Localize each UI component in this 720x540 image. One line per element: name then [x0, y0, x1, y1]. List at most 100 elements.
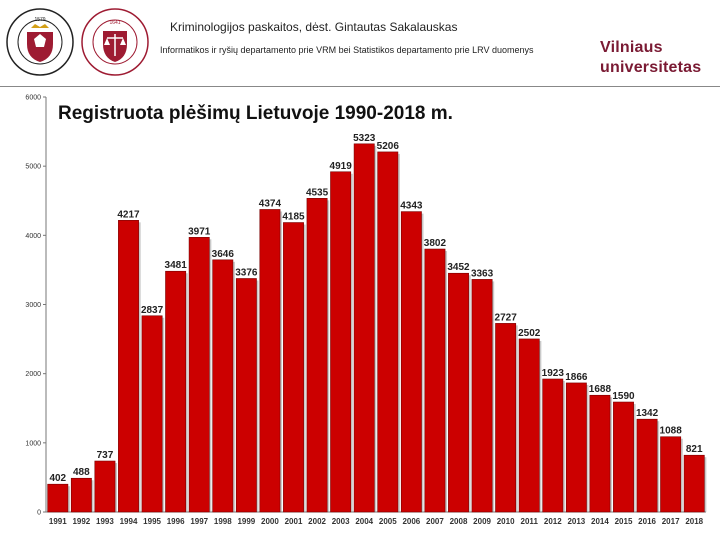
data-label-2005: 5206: [377, 141, 400, 152]
brand-wordmark: Vilniaus universitetas: [600, 38, 701, 78]
data-label-1992: 488: [73, 467, 90, 478]
bar-1991: [47, 483, 69, 513]
data-label-1994: 4217: [117, 209, 140, 220]
data-label-2010: 2727: [495, 312, 518, 323]
bar-1998: [212, 259, 234, 513]
law-faculty-seal-icon: 1641: [81, 8, 149, 76]
bar-1996: [165, 270, 187, 513]
x-tick-label-2013: 2013: [567, 517, 585, 526]
data-label-2012: 1923: [542, 368, 565, 379]
bar-2009: [471, 279, 493, 513]
bar-2011: [518, 338, 540, 513]
x-tick-label-1993: 1993: [96, 517, 114, 526]
x-tick-label-2017: 2017: [662, 517, 680, 526]
bar-2014: [589, 394, 611, 513]
right-seal-year: 1641: [109, 20, 120, 26]
bar-2013: [565, 382, 587, 513]
brand-line-2: universitetas: [600, 59, 702, 76]
left-seal-year: 1579: [34, 17, 45, 23]
data-label-2009: 3363: [471, 268, 494, 279]
x-tick-label-2012: 2012: [544, 517, 562, 526]
data-label-1999: 3376: [235, 267, 258, 278]
bar-2001: [283, 222, 304, 513]
bar-2007: [424, 248, 446, 513]
data-label-1993: 737: [97, 450, 114, 461]
bar-2004: [353, 143, 375, 513]
y-tick-label: 6000: [25, 95, 41, 102]
bar-2010: [495, 323, 517, 513]
data-label-2015: 1590: [612, 391, 635, 402]
vilnius-university-seal-icon: 1579: [6, 8, 74, 76]
data-label-1991: 402: [49, 473, 66, 484]
y-tick-label: 3000: [25, 302, 41, 309]
data-label-2006: 4343: [400, 201, 423, 212]
robbery-bar-chart: 0 1000 2000 3000 4000 5000 6000 402 1991 488 1992…: [25, 95, 707, 526]
x-tick-label-2009: 2009: [473, 517, 491, 526]
data-label-2011: 2502: [518, 328, 541, 339]
data-label-1998: 3646: [212, 249, 235, 260]
x-tick-label-2008: 2008: [450, 517, 468, 526]
x-tick-label-2000: 2000: [261, 517, 279, 526]
x-tick-label-1996: 1996: [167, 517, 185, 526]
x-tick-label-1998: 1998: [214, 517, 232, 526]
x-tick-label-1994: 1994: [120, 517, 138, 526]
x-tick-label-2014: 2014: [591, 517, 609, 526]
bar-1993: [94, 460, 116, 513]
bar-2015: [613, 401, 634, 513]
bar-2018: [683, 454, 705, 513]
y-tick-label: 0: [37, 510, 41, 517]
x-tick-label-1997: 1997: [190, 517, 208, 526]
data-label-2008: 3452: [447, 262, 470, 273]
y-tick-label: 4000: [25, 233, 41, 240]
bar-layer: [47, 143, 707, 513]
bar-1992: [70, 477, 92, 513]
x-tick-label-2010: 2010: [497, 517, 515, 526]
data-label-2007: 3802: [424, 238, 447, 249]
x-tick-label-2011: 2011: [521, 517, 539, 526]
chart-title: Registruota plėšimų Lietuvoje 1990-2018 …: [58, 103, 453, 124]
y-tick-label: 5000: [25, 164, 41, 171]
bar-2002: [306, 198, 328, 513]
x-tick-label-2002: 2002: [308, 517, 326, 526]
y-tick-label: 1000: [25, 440, 41, 447]
data-source-note: Informatikos ir ryšių departamento prie …: [160, 45, 534, 55]
data-label-2003: 4919: [330, 161, 353, 172]
bar-1999: [235, 278, 257, 513]
data-label-1996: 3481: [165, 260, 188, 271]
x-tick-label-1999: 1999: [237, 517, 255, 526]
bar-2012: [542, 378, 564, 513]
x-tick-label-2018: 2018: [685, 517, 703, 526]
bar-2006: [400, 211, 422, 513]
slide-title: Kriminologijos paskaitos, dėst. Gintauta…: [170, 20, 458, 34]
label-layer: 402 1991 488 1992 737 1993 4217 1994 2837 1995 348…: [49, 133, 704, 526]
x-tick-label-2007: 2007: [426, 517, 444, 526]
data-label-2018: 821: [686, 444, 703, 455]
x-tick-label-2015: 2015: [615, 517, 633, 526]
x-tick-label-2016: 2016: [638, 517, 656, 526]
bar-2016: [636, 418, 658, 513]
data-label-2001: 4185: [282, 212, 305, 223]
chart-panel: 0 1000 2000 3000 4000 5000 6000 402 1991 488 1992…: [0, 86, 720, 540]
data-label-2017: 1088: [660, 426, 683, 437]
x-tick-label-1991: 1991: [49, 517, 67, 526]
slide-header: 1579 1641 Kriminologijos paskaitos, dėst…: [0, 0, 720, 86]
bar-2017: [660, 436, 682, 513]
data-label-1995: 2837: [141, 305, 164, 316]
data-label-2014: 1688: [589, 384, 612, 395]
bar-2000: [259, 209, 281, 513]
data-label-1997: 3971: [188, 226, 211, 237]
bar-1994: [118, 220, 139, 513]
bar-1997: [188, 237, 210, 513]
x-tick-label-1992: 1992: [72, 517, 90, 526]
bar-2003: [330, 171, 352, 513]
x-tick-label-1995: 1995: [143, 517, 161, 526]
bar-2005: [377, 151, 399, 513]
bar-2008: [448, 272, 469, 513]
bar-1995: [141, 315, 163, 513]
x-tick-label-2006: 2006: [402, 517, 420, 526]
x-tick-label-2005: 2005: [379, 517, 397, 526]
data-label-2004: 5323: [353, 133, 376, 144]
x-tick-label-2003: 2003: [332, 517, 350, 526]
x-tick-label-2004: 2004: [355, 517, 373, 526]
brand-line-1: Vilniaus: [600, 39, 663, 56]
